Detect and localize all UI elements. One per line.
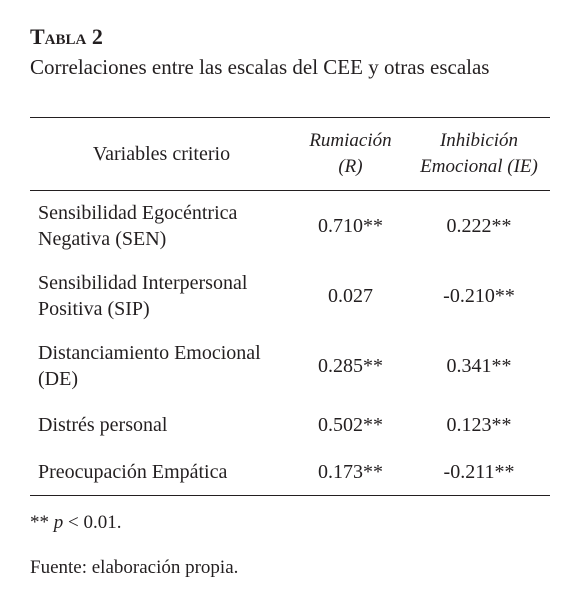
- cell: 0.502**: [318, 413, 383, 436]
- note-text: < 0.01.: [68, 512, 122, 533]
- table-row: Sensibilidad Egocéntrica Negativa (SEN) 0…: [30, 191, 550, 262]
- note: ** p < 0.01.: [30, 512, 121, 534]
- cell: 0.123**: [446, 413, 512, 436]
- header-row: Variables criterio Rumiación (R) Inhibic…: [30, 117, 550, 191]
- row-label: Sensibilidad Interpersonal Positiva (SIP…: [38, 272, 248, 320]
- row-label: Distrés personal: [38, 413, 168, 436]
- row-label: Sensibilidad Egocéntrica Negativa (SEN): [38, 202, 238, 250]
- cell: 0.173**: [318, 460, 383, 483]
- header-text: Inhibición Emocional (IE): [420, 130, 538, 177]
- table-row: Sensibilidad Interpersonal Positiva (SIP…: [30, 261, 550, 331]
- cell: 0.222**: [446, 215, 512, 237]
- table: Variables criterio Rumiación (R) Inhibic…: [30, 117, 550, 496]
- cell: -0.210**: [443, 285, 515, 307]
- cell: 0.285**: [318, 355, 383, 377]
- header-text: Rumiación (R): [309, 130, 392, 177]
- table-row: Distanciamiento Emocio­nal (DE) 0.285** 0.…: [30, 331, 550, 401]
- table-row: Preocupación Empática 0.173** -0.211**: [30, 448, 550, 496]
- source: Fuente: elaboración propia.: [30, 557, 239, 578]
- note-p: p: [53, 512, 64, 533]
- column-header: Variables criterio: [30, 117, 293, 191]
- cell: 0.027: [328, 285, 373, 307]
- row-label: Distanciamiento Emocio­nal (DE): [38, 342, 261, 390]
- note-stars: **: [30, 512, 49, 533]
- cell: 0.341**: [446, 355, 512, 377]
- column-header: Rumiación (R): [293, 117, 408, 191]
- cell: 0.710**: [318, 215, 383, 237]
- table-title: Tabla 2: [30, 24, 103, 49]
- row-label: Preocupación Empática: [38, 460, 228, 483]
- table-subtitle: Correlaciones entre las escalas del CEE …: [30, 55, 490, 79]
- column-header: Inhibición Emocional (IE): [408, 117, 550, 191]
- cell: -0.211**: [443, 460, 515, 483]
- table-row: Distrés personal 0.502** 0.123**: [30, 401, 550, 448]
- table-body: Sensibilidad Egocéntrica Negativa (SEN) 0…: [30, 191, 550, 496]
